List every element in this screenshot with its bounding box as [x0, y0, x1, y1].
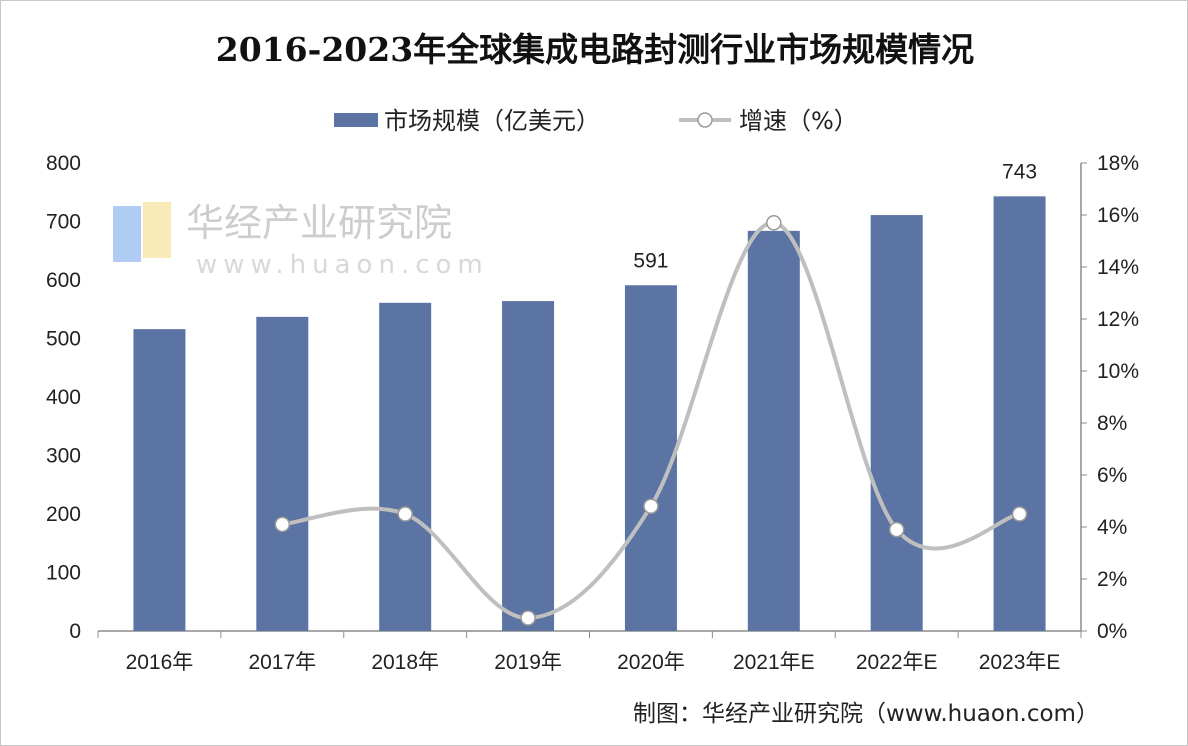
y-right-tick-label: 14%: [1097, 256, 1139, 279]
y-left-tick-label: 800: [46, 152, 81, 175]
y-left-tick-label: 0: [69, 620, 81, 643]
y-left-tick-label: 600: [46, 269, 81, 292]
y-left-tick-label: 100: [46, 562, 81, 585]
x-tick-label: 2023年E: [979, 651, 1061, 674]
bar-2018年: [379, 302, 432, 631]
y-left-tick-label: 300: [46, 445, 81, 468]
growth-point: [643, 498, 659, 514]
bar-2019年: [502, 301, 555, 631]
y-right-tick-label: 2%: [1097, 568, 1127, 591]
bar-data-label: 591: [633, 249, 668, 272]
legend-line-label: 增速（%）: [739, 107, 858, 135]
y-right-tick-label: 6%: [1097, 464, 1127, 487]
bar-2023年E: [993, 196, 1046, 631]
y-left-tick-label: 500: [46, 328, 81, 351]
bar-data-label: 743: [1002, 160, 1037, 183]
bar-2020年: [624, 285, 677, 631]
growth-point: [888, 521, 905, 538]
growth-point: [274, 516, 291, 533]
x-tick-label: 2019年: [494, 651, 562, 674]
y-right-tick-label: 18%: [1097, 152, 1139, 175]
growth-point: [520, 610, 536, 626]
legend-bar-label: 市场规模（亿美元）: [384, 107, 600, 135]
watermark-logo-icon: [113, 206, 141, 262]
y-right-tick-label: 12%: [1097, 308, 1139, 331]
watermark-logo-icon: [143, 202, 171, 258]
bar-2017年: [256, 316, 309, 631]
y-left-tick-label: 700: [46, 211, 81, 234]
bar-2022年E: [870, 215, 923, 631]
x-tick-label: 2020年: [617, 651, 685, 674]
y-right-tick-label: 16%: [1097, 204, 1139, 227]
growth-point: [1011, 506, 1028, 522]
legend-bar-swatch: [334, 113, 378, 127]
source-note: 制图：华经产业研究院（www.huaon.com）: [633, 701, 1099, 727]
legend-line-marker: [697, 112, 713, 128]
y-right-tick-label: 0%: [1097, 620, 1127, 643]
y-right-tick-label: 8%: [1097, 412, 1127, 435]
watermark-text: 华经产业研究院: [186, 201, 452, 245]
y-left-tick-label: 200: [46, 503, 81, 526]
x-tick-label: 2017年: [248, 651, 316, 674]
watermark-url: www.huaon.com: [196, 250, 489, 280]
chart-title: 2016-2023年全球集成电路封测行业市场规模情况: [215, 30, 975, 69]
bar-2021年E: [747, 230, 800, 632]
bar-2016年: [133, 329, 186, 631]
y-right-tick-label: 4%: [1097, 516, 1127, 539]
growth-point: [766, 215, 782, 231]
y-left-tick-label: 400: [46, 386, 81, 409]
x-tick-label: 2021年E: [733, 651, 815, 674]
y-right-tick-label: 10%: [1097, 360, 1139, 383]
x-tick-label: 2018年: [371, 651, 439, 674]
x-tick-label: 2016年: [126, 651, 194, 674]
growth-point: [397, 506, 413, 522]
x-tick-label: 2022年E: [856, 651, 938, 674]
